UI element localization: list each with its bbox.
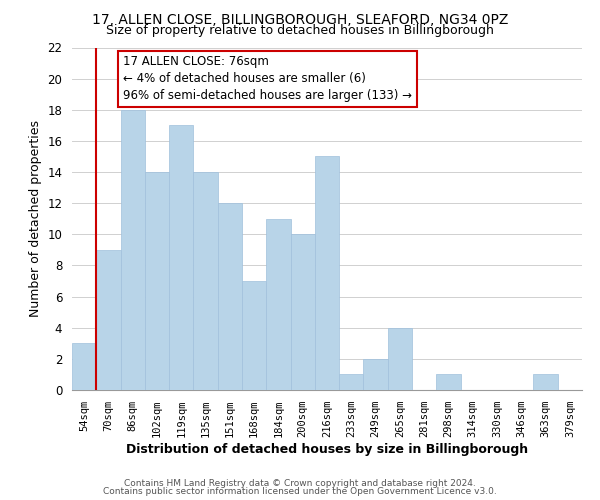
Bar xyxy=(72,344,96,390)
Bar xyxy=(242,281,266,390)
Bar xyxy=(290,234,315,390)
Bar xyxy=(436,374,461,390)
Bar xyxy=(169,126,193,390)
X-axis label: Distribution of detached houses by size in Billingborough: Distribution of detached houses by size … xyxy=(126,443,528,456)
Text: Size of property relative to detached houses in Billingborough: Size of property relative to detached ho… xyxy=(106,24,494,37)
Text: 17 ALLEN CLOSE: 76sqm
← 4% of detached houses are smaller (6)
96% of semi-detach: 17 ALLEN CLOSE: 76sqm ← 4% of detached h… xyxy=(123,56,412,102)
Text: Contains public sector information licensed under the Open Government Licence v3: Contains public sector information licen… xyxy=(103,487,497,496)
Bar xyxy=(218,203,242,390)
Bar xyxy=(315,156,339,390)
Bar xyxy=(121,110,145,390)
Bar xyxy=(533,374,558,390)
Bar xyxy=(266,219,290,390)
Bar xyxy=(96,250,121,390)
Bar xyxy=(145,172,169,390)
Text: Contains HM Land Registry data © Crown copyright and database right 2024.: Contains HM Land Registry data © Crown c… xyxy=(124,478,476,488)
Bar xyxy=(193,172,218,390)
Bar xyxy=(364,359,388,390)
Bar xyxy=(339,374,364,390)
Bar xyxy=(388,328,412,390)
Text: 17, ALLEN CLOSE, BILLINGBOROUGH, SLEAFORD, NG34 0PZ: 17, ALLEN CLOSE, BILLINGBOROUGH, SLEAFOR… xyxy=(92,12,508,26)
Y-axis label: Number of detached properties: Number of detached properties xyxy=(29,120,42,318)
